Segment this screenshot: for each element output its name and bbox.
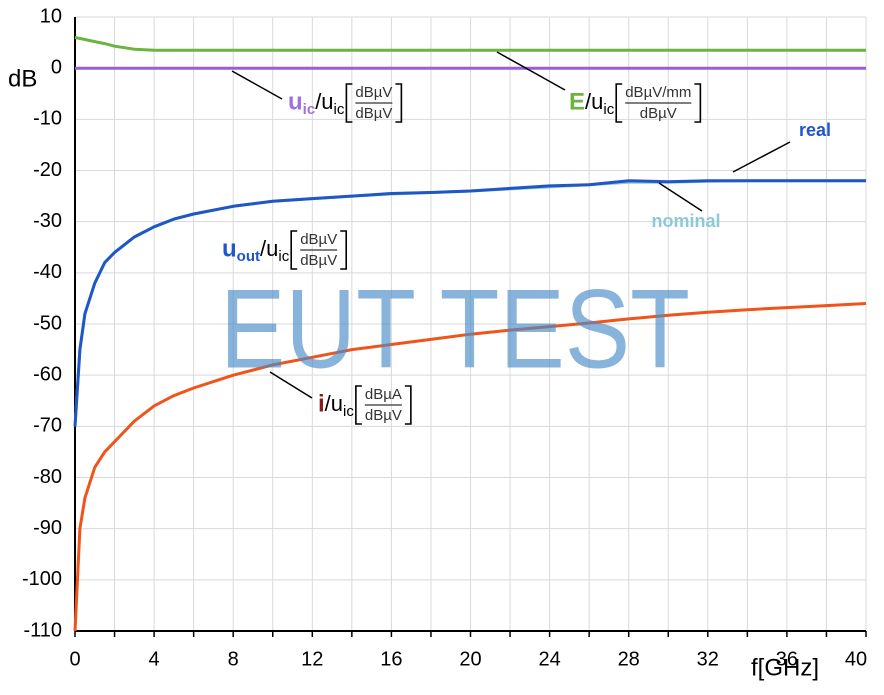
series-line bbox=[73, 302, 867, 632]
leader-line bbox=[269, 371, 313, 399]
x-tick-label: 36 bbox=[776, 648, 798, 670]
x-tick-label: 28 bbox=[618, 648, 640, 670]
y-tick-label: -50 bbox=[33, 312, 62, 334]
x-tick-label: 12 bbox=[301, 648, 323, 670]
y-tick-label: -40 bbox=[33, 261, 62, 283]
bracket bbox=[290, 230, 298, 270]
leader-line bbox=[658, 182, 703, 212]
annotation-text: ic bbox=[334, 101, 345, 118]
annotation-text: /u bbox=[585, 89, 603, 114]
x-tick-label: 4 bbox=[149, 648, 160, 670]
x-tick-label: 32 bbox=[697, 648, 719, 670]
annotation-den: dBµV bbox=[300, 252, 337, 269]
annotation-text: /u bbox=[315, 89, 333, 114]
y-tick-label: -70 bbox=[33, 415, 62, 437]
y-axis-label: dB bbox=[8, 65, 37, 92]
plot-area bbox=[73, 36, 867, 632]
y-tick-label: 10 bbox=[40, 5, 62, 27]
x-tick-label: 0 bbox=[69, 648, 80, 670]
annotation-text: u bbox=[288, 88, 303, 115]
y-tick-label: -80 bbox=[33, 466, 62, 488]
annotation-text: i bbox=[318, 390, 325, 417]
annotation-num: dBµV bbox=[355, 84, 392, 101]
bracket bbox=[615, 83, 623, 123]
grid bbox=[74, 16, 867, 637]
annotation-text: ic bbox=[278, 248, 289, 265]
annotation-text: ic bbox=[343, 403, 354, 420]
annotation-text: out bbox=[237, 248, 260, 265]
annotation-num: dBµA bbox=[365, 386, 402, 403]
leader-lines bbox=[231, 51, 791, 399]
series-line bbox=[74, 36, 866, 52]
x-tick-label: 24 bbox=[538, 648, 560, 670]
leader-line bbox=[231, 70, 283, 100]
series-line bbox=[73, 179, 866, 427]
x-tick-label: 40 bbox=[845, 648, 867, 670]
annotation-num: dBµV/mm bbox=[625, 84, 691, 101]
bracket bbox=[345, 83, 353, 123]
annotation-den: dBµV bbox=[355, 105, 392, 122]
annotation-den: dBµV bbox=[640, 105, 677, 122]
y-tick-label: -20 bbox=[33, 159, 62, 181]
y-tick-label: -90 bbox=[33, 517, 62, 539]
y-tick-label: -110 bbox=[23, 619, 62, 641]
series-label: real bbox=[799, 120, 831, 140]
series-label: nominal bbox=[651, 211, 720, 231]
y-tick-label: -60 bbox=[33, 363, 62, 385]
y-tick-label: -10 bbox=[33, 108, 62, 130]
leader-line bbox=[732, 141, 791, 173]
y-tick-label: -30 bbox=[33, 210, 62, 232]
y-tick-label: -100 bbox=[22, 568, 62, 590]
bracket bbox=[694, 83, 702, 123]
annotation-text: /u bbox=[325, 391, 343, 416]
annotation-num: dBµV bbox=[300, 231, 337, 248]
x-axis-label: f[GHz] bbox=[751, 654, 819, 681]
annotation-text: E bbox=[569, 88, 585, 115]
x-tick-label: 8 bbox=[228, 648, 239, 670]
bracket bbox=[395, 83, 403, 123]
annotation-text: /u bbox=[260, 236, 278, 261]
x-tick-label: 16 bbox=[380, 648, 402, 670]
y-tick-label: 0 bbox=[51, 56, 62, 78]
bracket bbox=[355, 385, 362, 425]
leader-line bbox=[496, 51, 566, 91]
x-tick-label: 20 bbox=[459, 648, 481, 670]
bracket bbox=[404, 385, 412, 425]
watermark: EUT TEST bbox=[220, 267, 690, 392]
annotation-text: ic bbox=[303, 101, 316, 118]
annotation-den: dBµV bbox=[365, 407, 402, 424]
annotation-text: ic bbox=[603, 101, 614, 118]
annotation-text: u bbox=[222, 235, 237, 262]
bracket bbox=[340, 230, 348, 270]
